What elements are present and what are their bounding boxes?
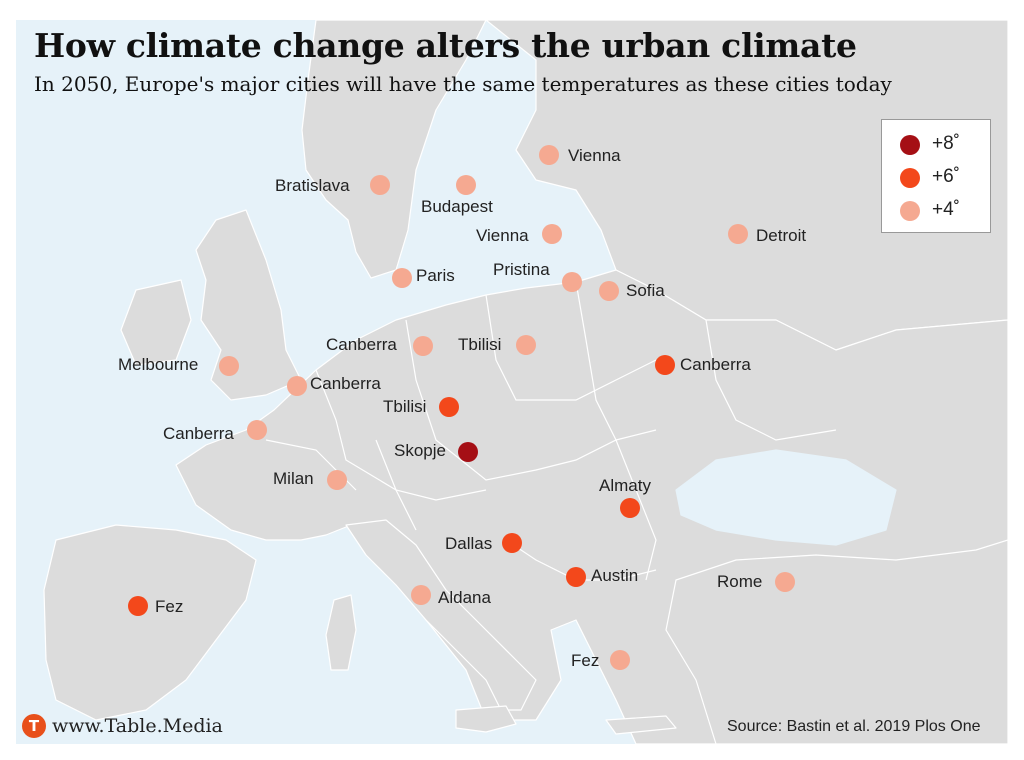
- city-marker: [620, 498, 640, 518]
- city-marker: [247, 420, 267, 440]
- city-label: Aldana: [438, 588, 491, 607]
- city-marker: [728, 224, 748, 244]
- source-note: Source: Bastin et al. 2019 Plos One: [727, 718, 981, 735]
- city-label: Sofia: [626, 281, 665, 300]
- legend-swatch: [900, 135, 920, 155]
- city-marker: [287, 376, 307, 396]
- city-label: Tbilisi: [383, 397, 427, 416]
- city-marker: [502, 533, 522, 553]
- city-label: Rome: [717, 572, 763, 591]
- chart-subtitle: In 2050, Europe's major cities will have…: [34, 72, 892, 96]
- city-marker: [610, 650, 630, 670]
- city-label: Canberra: [163, 424, 234, 443]
- city-label: Canberra: [680, 355, 751, 374]
- brand-url[interactable]: www.Table.Media: [52, 715, 223, 737]
- city-label: Canberra: [310, 374, 381, 393]
- city-label: Budapest: [421, 197, 493, 216]
- legend-label: +4˚: [932, 199, 960, 220]
- city-label: Austin: [591, 566, 639, 585]
- city-marker: [458, 442, 478, 462]
- table-media-logo-icon: T: [22, 714, 46, 738]
- land-masses: [43, 20, 1008, 744]
- city-marker: [775, 572, 795, 592]
- city-label: Almaty: [599, 476, 651, 495]
- city-marker: [599, 281, 619, 301]
- city-marker: [542, 224, 562, 244]
- city-marker: [392, 268, 412, 288]
- city-marker: [370, 175, 390, 195]
- city-label: Pristina: [493, 260, 550, 279]
- city-marker: [219, 356, 239, 376]
- city-marker: [413, 336, 433, 356]
- city-marker: [456, 175, 476, 195]
- legend: +8˚ +6˚ +4˚: [881, 119, 991, 233]
- city-label: Vienna: [476, 226, 529, 245]
- city-label: Melbourne: [118, 355, 199, 374]
- city-label: Paris: [416, 266, 455, 285]
- city-marker: [128, 596, 148, 616]
- city-marker: [566, 567, 586, 587]
- city-label: Tbilisi: [458, 335, 502, 354]
- legend-label: +8˚: [932, 133, 960, 154]
- legend-swatch: [900, 201, 920, 221]
- europe-map: [16, 20, 1008, 744]
- chart-title: How climate change alters the urban clim…: [34, 26, 857, 65]
- city-label: Skopje: [394, 441, 446, 460]
- city-marker: [539, 145, 559, 165]
- city-marker: [411, 585, 431, 605]
- city-label: Bratislava: [275, 176, 350, 195]
- legend-swatch: [900, 168, 920, 188]
- city-label: Fez: [571, 651, 600, 670]
- city-marker: [439, 397, 459, 417]
- city-label: Detroit: [756, 226, 807, 245]
- city-label: Fez: [155, 597, 184, 616]
- city-label: Vienna: [568, 146, 621, 165]
- city-marker: [655, 355, 675, 375]
- city-label: Milan: [273, 469, 314, 488]
- city-label: Canberra: [326, 335, 397, 354]
- city-label: Dallas: [445, 534, 493, 553]
- legend-label: +6˚: [932, 166, 960, 187]
- city-marker: [562, 272, 582, 292]
- city-marker: [516, 335, 536, 355]
- city-marker: [327, 470, 347, 490]
